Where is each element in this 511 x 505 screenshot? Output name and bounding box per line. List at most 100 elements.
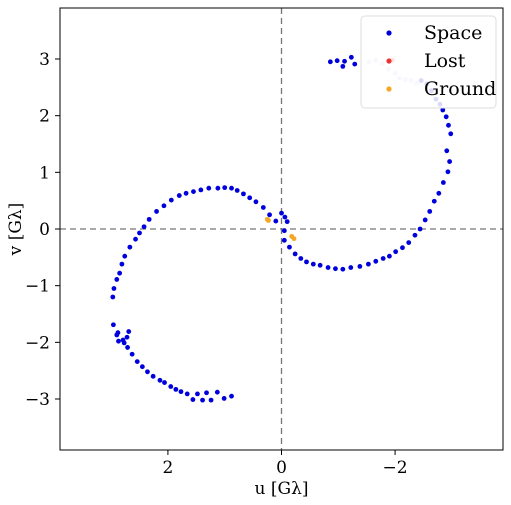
y-tick-label: 3 [39,50,50,70]
space-point [114,332,120,338]
space-point [241,191,246,197]
space-point [126,329,132,334]
legend-label-ground: Ground [424,78,496,100]
space-point [365,261,371,267]
space-point [122,253,128,259]
space-point [304,259,309,265]
space-point [310,261,316,267]
space-point [445,169,451,175]
space-point [325,265,331,270]
legend-label-lost: Lost [424,50,466,72]
space-point [284,219,290,225]
x-tick-label: 0 [276,458,287,478]
space-point [281,237,287,243]
space-point [448,131,454,137]
space-point [206,185,212,191]
y-tick-label: −1 [25,277,50,297]
space-point [406,240,412,246]
space-point [116,338,121,344]
space-point [417,226,423,232]
space-point [117,270,123,276]
space-point [393,249,399,255]
space-point [446,122,451,128]
space-point [173,386,179,392]
space-point [129,351,135,357]
space-point [119,261,125,267]
space-point [373,258,379,264]
space-point [127,244,133,250]
space-point [198,187,204,193]
space-point [200,397,205,403]
space-point [317,262,323,268]
space-point [229,185,234,191]
space-point [157,377,163,383]
space-point [348,54,354,60]
space-point [168,384,174,389]
space-point [422,217,428,223]
ground-point [291,236,297,242]
space-point [110,322,116,328]
y-tick-label: −2 [25,333,50,353]
space-point [267,212,272,218]
space-point [333,266,338,272]
legend-label-space: Space [424,22,482,44]
space-point [340,266,346,272]
space-point [214,389,220,395]
space-point [121,340,127,346]
ground-point [264,216,270,222]
space-point [348,265,354,270]
space-point [342,58,347,64]
space-point [357,264,363,269]
space-point [146,216,152,222]
space-point [447,159,453,164]
space-point [162,380,167,385]
space-point [176,193,182,198]
space-point [133,236,138,242]
space-point [340,63,346,69]
space-point [444,148,450,154]
space-point [327,59,333,65]
space-point [279,210,284,216]
space-point [282,214,288,220]
y-tick-label: 1 [39,163,50,183]
space-point [253,199,259,205]
space-point [208,397,214,403]
x-tick-label: 2 [162,458,173,478]
space-point [134,359,140,364]
legend-marker-lost [386,58,392,64]
x-axis-label: u [Gλ] [255,479,309,499]
space-point [110,294,116,300]
space-point [260,205,266,210]
space-point [124,334,130,340]
x-tick-label: −2 [383,458,408,478]
legend-marker-ground [386,86,392,92]
space-point [234,188,240,193]
space-point [443,114,449,120]
space-point [154,209,159,214]
space-point [191,189,196,195]
space-point [352,61,358,67]
space-point [287,244,292,250]
space-point [195,391,200,397]
y-tick-label: −3 [25,390,50,410]
space-point [412,232,418,238]
space-point [168,197,174,203]
space-point [125,345,130,350]
space-point [183,190,189,196]
space-point [204,390,209,396]
space-point [111,286,117,291]
space-point [387,253,392,259]
space-point [298,256,304,261]
space-point [436,190,442,196]
space-point [229,393,234,399]
space-point [247,195,253,201]
space-point [334,58,340,64]
space-point [440,107,446,113]
space-point [431,198,437,204]
space-point [400,245,405,251]
y-tick-label: 0 [39,220,50,240]
space-point [440,180,446,185]
legend-marker-space [386,30,392,36]
y-axis-label: v [Gλ] [6,203,26,257]
